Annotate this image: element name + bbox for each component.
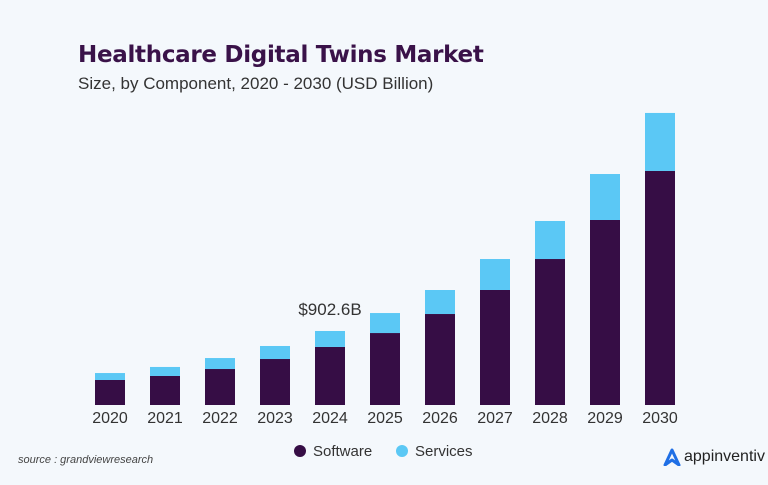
x-tick-label-2020: 2020 bbox=[92, 410, 128, 427]
bar-services-2024 bbox=[315, 330, 345, 347]
x-tick-label-2028: 2028 bbox=[532, 410, 568, 427]
x-tick-label-2030: 2030 bbox=[642, 410, 678, 427]
bar-services-2020 bbox=[95, 373, 125, 380]
x-tick-label-2023: 2023 bbox=[257, 410, 293, 427]
x-tick-label-2024: 2024 bbox=[312, 410, 348, 427]
bar-services-2030 bbox=[645, 112, 675, 171]
x-tick-label-2021: 2021 bbox=[147, 410, 183, 427]
bar-software-2022 bbox=[205, 369, 235, 405]
logo-text: appinventiv bbox=[684, 448, 765, 465]
bar-software-2025 bbox=[370, 333, 400, 405]
appinventiv-logo: appinventiv bbox=[663, 448, 765, 466]
legend-marker-software bbox=[294, 445, 306, 457]
bar-services-2025 bbox=[370, 313, 400, 334]
bar-software-2029 bbox=[590, 220, 620, 405]
bar-software-2030 bbox=[645, 170, 675, 405]
bar-services-2029 bbox=[590, 174, 620, 220]
bar-software-2027 bbox=[480, 290, 510, 405]
bar-software-2023 bbox=[260, 359, 290, 405]
appinventiv-logo-icon bbox=[663, 448, 681, 466]
x-tick-label-2022: 2022 bbox=[202, 410, 238, 427]
legend-label-software: Software bbox=[313, 443, 372, 460]
legend-label-services: Services bbox=[415, 443, 473, 460]
x-tick-label-2029: 2029 bbox=[587, 410, 623, 427]
bar-software-2021 bbox=[150, 375, 180, 405]
bar-software-2024 bbox=[315, 346, 345, 405]
x-tick-label-2025: 2025 bbox=[367, 410, 403, 427]
bar-software-2028 bbox=[535, 259, 565, 405]
bar-software-2020 bbox=[95, 380, 125, 405]
x-tick-label-2026: 2026 bbox=[422, 410, 458, 427]
x-tick-label-2027: 2027 bbox=[477, 410, 513, 427]
source-note: source : grandviewresearch bbox=[18, 454, 154, 466]
bar-services-2021 bbox=[150, 366, 180, 376]
bar-software-2026 bbox=[425, 314, 455, 405]
chart-title: Healthcare Digital Twins Market bbox=[78, 42, 484, 68]
bar-services-2023 bbox=[260, 345, 290, 360]
chart-subtitle: Size, by Component, 2020 - 2030 (USD Bil… bbox=[78, 74, 434, 93]
data-label-2024: $902.6B bbox=[298, 300, 361, 319]
bar-services-2026 bbox=[425, 290, 455, 315]
bar-services-2028 bbox=[535, 220, 565, 260]
bar-services-2022 bbox=[205, 358, 235, 370]
legend-marker-services bbox=[396, 445, 408, 457]
bar-services-2027 bbox=[480, 259, 510, 290]
